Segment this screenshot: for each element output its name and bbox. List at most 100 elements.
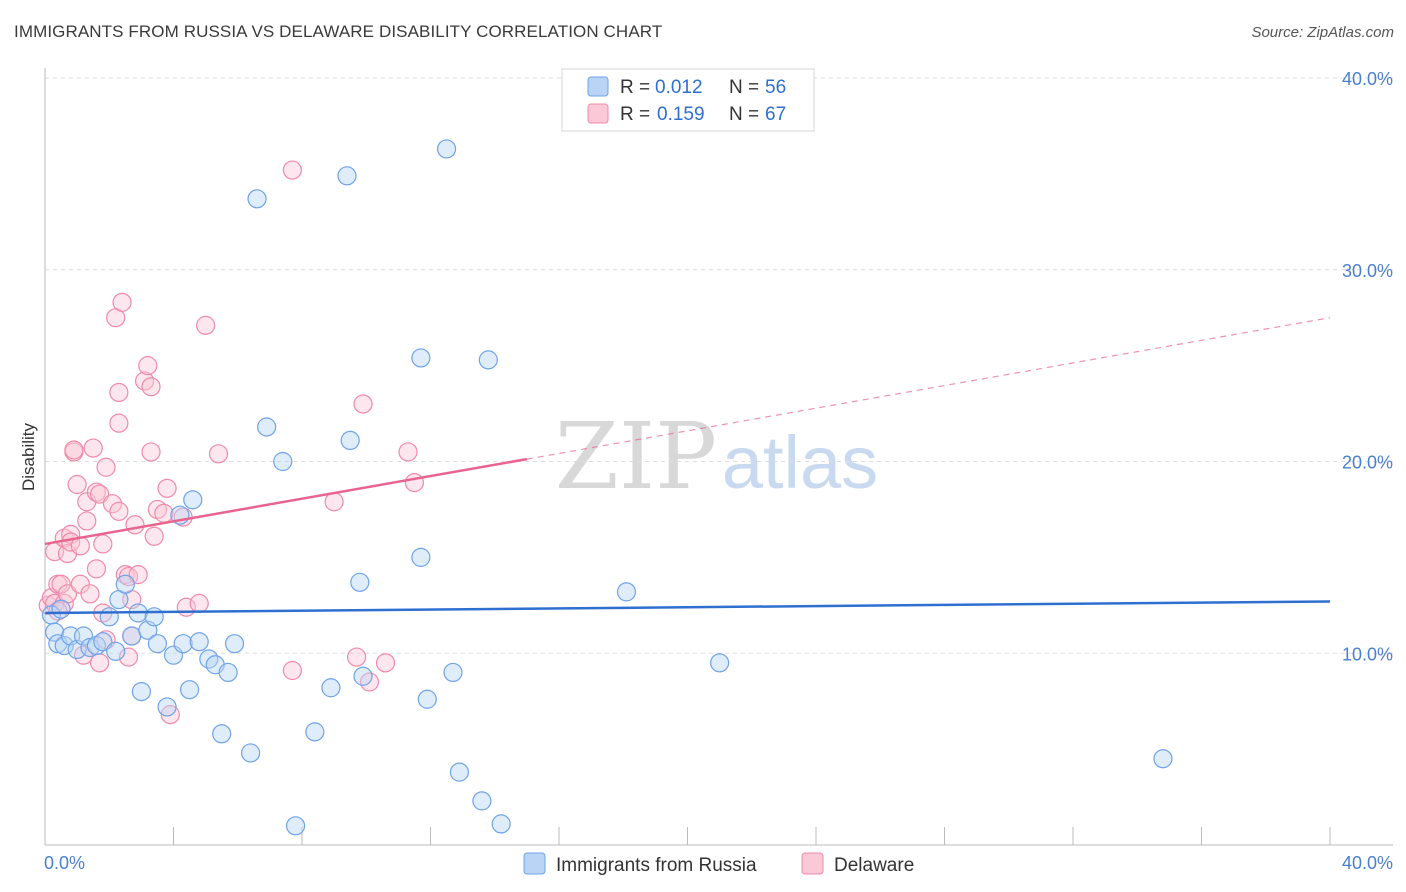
russia-point	[436, 139, 457, 159]
delaware-point	[80, 584, 100, 604]
delaware-point	[404, 472, 425, 493]
delaware-point	[51, 574, 71, 594]
bottom-legend-swatch-russia	[523, 852, 546, 875]
russia-point	[99, 607, 119, 627]
russia-point	[51, 599, 71, 619]
russia-point	[54, 635, 74, 656]
delaware-point	[141, 442, 161, 462]
legend-n-value-1: 56	[765, 77, 786, 98]
russia-point	[144, 607, 164, 627]
bottom-legend-label-russia: Immigrants from Russia	[556, 855, 757, 876]
legend-n-value-2: 67	[765, 104, 786, 125]
delaware-point	[353, 394, 373, 414]
russia-point	[472, 791, 492, 811]
delaware-trend-line	[44, 457, 528, 546]
delaware-point	[86, 559, 107, 579]
russia-point	[115, 574, 135, 594]
delaware-point	[125, 515, 145, 535]
chart-title: IMMIGRANTS FROM RUSSIA VS DELAWARE DISAB…	[14, 22, 663, 41]
russia-point	[353, 666, 373, 686]
y-axis-label: Disability	[19, 422, 38, 491]
russia-point	[1153, 749, 1173, 769]
delaware-point	[375, 653, 396, 673]
russia-point	[305, 722, 325, 742]
delaware-point	[118, 566, 139, 587]
delaware-point	[157, 478, 177, 498]
delaware-point	[93, 534, 113, 554]
russia-point	[122, 626, 142, 646]
delaware-point	[398, 442, 418, 462]
russia-point	[241, 743, 261, 763]
delaware-point	[189, 593, 209, 613]
delaware-point	[154, 503, 174, 523]
russia-point	[337, 166, 357, 186]
y-tick-labels: 10.0% 20.0% 30.0% 40.0%	[1342, 69, 1393, 664]
russia-point	[131, 681, 151, 702]
y-tick-label: 20.0%	[1342, 453, 1393, 473]
russia-point	[147, 634, 168, 654]
delaware-point	[128, 565, 148, 585]
correlation-legend: R = 0.012 N = 56 R = 0.159 N = 67	[561, 68, 815, 132]
delaware-point	[109, 382, 129, 403]
delaware-point	[102, 494, 123, 514]
russia-point	[212, 724, 232, 744]
russia-trend-line	[44, 600, 1331, 615]
y-tick-label: 10.0%	[1342, 644, 1393, 664]
delaware-point	[90, 653, 110, 673]
y-tick-label: 40.0%	[1342, 69, 1393, 89]
russia-point	[710, 653, 730, 673]
trend-lines	[44, 317, 1331, 615]
russia-point	[321, 678, 341, 698]
delaware-point	[83, 438, 103, 458]
delaware-point	[64, 440, 84, 460]
delaware-point	[109, 413, 129, 433]
source-label: Source: ZipAtlas.com	[1251, 24, 1394, 41]
russia-point	[224, 634, 245, 654]
legend-r-label-1: R =	[620, 77, 650, 98]
russia-point	[157, 697, 177, 717]
delaware-point	[347, 647, 367, 667]
bottom-legend-swatch-delaware	[801, 852, 824, 875]
legend-n-label-2: N =	[729, 104, 759, 125]
watermark-atlas: atlas	[722, 421, 878, 504]
russia-point	[173, 634, 193, 654]
russia-point	[411, 547, 431, 567]
delaware-point	[138, 356, 158, 376]
legend-r-label-2: R =	[620, 104, 650, 125]
series-legend: Immigrants from Russia Delaware	[523, 852, 914, 876]
delaware-point	[90, 484, 110, 504]
delaware-point	[160, 705, 180, 725]
russia-point	[478, 350, 498, 370]
russia-point	[273, 451, 293, 472]
russia-points	[41, 139, 1173, 836]
russia-point	[340, 430, 360, 451]
legend-swatch-russia	[587, 76, 609, 97]
watermark: ZIP atlas	[555, 403, 878, 510]
russia-point	[491, 814, 511, 834]
delaware-point	[67, 474, 87, 495]
delaware-point	[282, 160, 302, 180]
y-tick-label: 30.0%	[1342, 261, 1393, 281]
watermark-zip: ZIP	[555, 403, 717, 510]
russia-point	[218, 662, 238, 683]
x-ticks	[44, 827, 1331, 845]
x-tick-label-min: 0.0%	[44, 853, 85, 873]
russia-point	[189, 632, 209, 652]
delaware-point	[196, 315, 216, 335]
russia-point	[179, 680, 200, 700]
delaware-point	[86, 482, 107, 502]
gridlines	[45, 77, 1393, 654]
russia-point	[411, 348, 431, 368]
x-tick-label-max: 40.0%	[1342, 853, 1393, 873]
russia-point	[45, 622, 65, 642]
russia-point	[449, 762, 470, 782]
russia-point	[257, 417, 277, 437]
russia-point	[93, 632, 113, 652]
delaware-point	[96, 457, 116, 477]
russia-point	[350, 572, 370, 592]
delaware-point	[70, 574, 90, 594]
delaware-point	[208, 444, 229, 464]
russia-point	[417, 689, 437, 709]
delaware-trend-extension	[526, 317, 1331, 460]
